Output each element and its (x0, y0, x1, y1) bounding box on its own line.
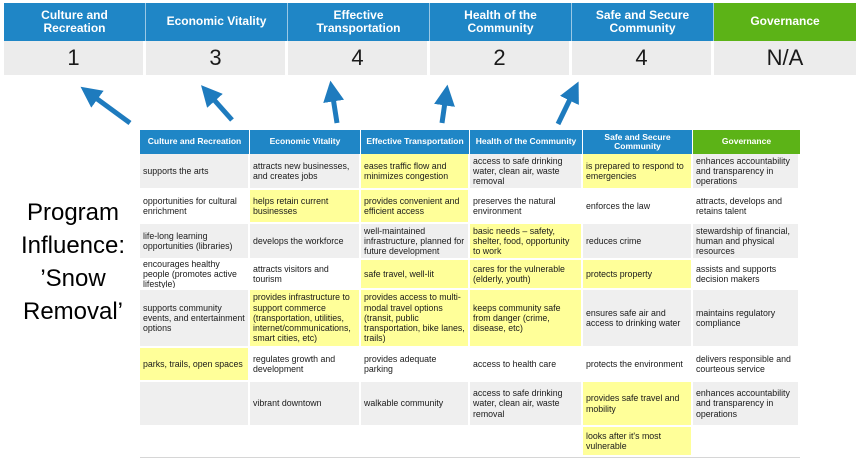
matrix-cell: provides adequate parking (361, 348, 470, 382)
matrix-cell: vibrant downtown (250, 382, 361, 427)
matrix-header-governance: Governance (693, 130, 800, 154)
priority-score: 1 (4, 41, 146, 75)
matrix-cell: ensures safe air and access to drinking … (583, 290, 693, 348)
matrix-cell: provides access to multi-modal travel op… (361, 290, 470, 348)
matrix-cell: helps retain current businesses (250, 190, 361, 224)
matrix-cell: access to safe drinking water, clean air… (470, 154, 583, 190)
arrow-health-icon (434, 84, 455, 124)
matrix-cell: cares for the vulnerable (elderly, youth… (470, 260, 583, 290)
program-line: Program (26, 199, 120, 226)
arrow-economic-icon (201, 85, 234, 122)
matrix-cell: reduces crime (583, 224, 693, 260)
matrix-cell: stewardship of financial, human and phys… (693, 224, 800, 260)
matrix-cell: attracts new businesses, and creates job… (250, 154, 361, 190)
matrix-header-effective-transportation: Effective Transportation (361, 130, 470, 154)
matrix-cell (470, 427, 583, 457)
matrix-cell: supports the arts (140, 154, 250, 190)
matrix-cell: develops the workforce (250, 224, 361, 260)
matrix-cell: keeps community safe from danger (crime,… (470, 290, 583, 348)
matrix-cell: provides safe travel and mobility (583, 382, 693, 427)
program-line: ’Snow (40, 265, 106, 292)
matrix-cell: supports community events, and entertain… (140, 290, 250, 348)
matrix-cell: enforces the law (583, 190, 693, 224)
priority-label: Culture and Recreation (4, 3, 146, 41)
priority-label: Safe and Secure Community (572, 3, 714, 41)
priority-score: 4 (572, 41, 714, 75)
priority-banner: Culture and Recreation 1 Economic Vitali… (4, 3, 856, 75)
priority-score: N/A (714, 41, 856, 75)
matrix-cell: encourages healthy people (promotes acti… (140, 260, 250, 290)
priority-safe-and-secure-community: Safe and Secure Community 4 (572, 3, 714, 75)
matrix-cell: parks, trails, open spaces (140, 348, 250, 382)
priority-score: 2 (430, 41, 572, 75)
matrix-header-economic-vitality: Economic Vitality (250, 130, 361, 154)
priority-label: Economic Vitality (146, 3, 288, 41)
priority-health-of-the-community: Health of the Community 2 (430, 3, 572, 75)
matrix-cell: assists and supports decision makers (693, 260, 800, 290)
arrow-transportation-icon (323, 80, 344, 124)
priority-effective-transportation: Effective Transportation 4 (288, 3, 430, 75)
priority-culture-and-recreation: Culture and Recreation 1 (4, 3, 146, 75)
priority-score: 4 (288, 41, 430, 75)
matrix-cell (361, 427, 470, 457)
matrix-cell: provides convenient and efficient access (361, 190, 470, 224)
priority-score: 3 (146, 41, 288, 75)
matrix-cell: protects property (583, 260, 693, 290)
matrix-cell: access to health care (470, 348, 583, 382)
matrix-cell: preserves the natural environment (470, 190, 583, 224)
matrix-cell (140, 427, 250, 457)
matrix-cell: regulates growth and development (250, 348, 361, 382)
matrix-header-culture-and-recreation: Culture and Recreation (140, 130, 250, 154)
matrix-cell: is prepared to respond to emergencies (583, 154, 693, 190)
matrix-cell: looks after it's most vulnerable (583, 427, 693, 457)
matrix-cell: life-long learning opportunities (librar… (140, 224, 250, 260)
priority-economic-vitality: Economic Vitality 3 (146, 3, 288, 75)
matrix-header-safe-and-secure-community: Safe and Secure Community (583, 130, 693, 154)
matrix-cell (693, 427, 800, 457)
arrow-safe-icon (555, 81, 579, 126)
program-influence-label: Program Influence: ’Snow Removal’ (0, 196, 146, 328)
program-line: Influence: (20, 232, 126, 259)
matrix-cell: well-maintained infrastructure, planned … (361, 224, 470, 260)
matrix-cell: access to safe drinking water, clean air… (470, 382, 583, 427)
matrix-cell: opportunities for cultural enrichment (140, 190, 250, 224)
priority-label: Health of the Community (430, 3, 572, 41)
matrix-cell: delivers responsible and courteous servi… (693, 348, 800, 382)
priority-governance: Governance N/A (714, 3, 856, 75)
matrix-cell: eases traffic flow and minimizes congest… (361, 154, 470, 190)
matrix-cell: attracts visitors and tourism (250, 260, 361, 290)
matrix-cell: protects the environment (583, 348, 693, 382)
matrix-cell: maintains regulatory compliance (693, 290, 800, 348)
matrix-cell: walkable community (361, 382, 470, 427)
priority-matrix-table: Culture and Recreation Economic Vitality… (140, 130, 800, 458)
matrix-cell: enhances accountability and transparency… (693, 382, 800, 427)
program-line: Removal’ (22, 298, 124, 325)
priority-label: Governance (714, 3, 856, 41)
matrix-cell (140, 382, 250, 427)
matrix-cell: provides infrastructure to support comme… (250, 290, 361, 348)
matrix-cell (250, 427, 361, 457)
matrix-cell: basic needs – safety, shelter, food, opp… (470, 224, 583, 260)
priority-label: Effective Transportation (288, 3, 430, 41)
matrix-header-health-of-the-community: Health of the Community (470, 130, 583, 154)
matrix-cell: attracts, develops and retains talent (693, 190, 800, 224)
matrix-cell: safe travel, well-lit (361, 260, 470, 290)
matrix-cell: enhances accountability and transparency… (693, 154, 800, 190)
arrow-culture-icon (80, 86, 132, 126)
